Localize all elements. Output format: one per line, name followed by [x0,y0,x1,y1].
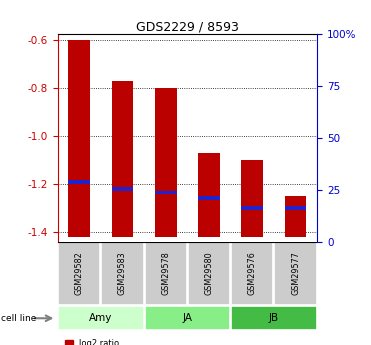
Bar [285,196,306,237]
Bar [155,88,177,237]
Text: GSM29578: GSM29578 [161,252,170,295]
Bar [112,81,133,237]
Text: GSM29577: GSM29577 [291,252,300,295]
FancyBboxPatch shape [188,242,230,305]
Text: GSM29583: GSM29583 [118,252,127,295]
Legend: log2 ratio, percentile rank within the sample: log2 ratio, percentile rank within the s… [62,335,224,345]
FancyBboxPatch shape [101,242,144,305]
FancyBboxPatch shape [231,306,317,330]
Bar [285,206,306,210]
Text: JA: JA [183,313,192,323]
Bar [198,196,220,200]
FancyBboxPatch shape [231,242,273,305]
FancyBboxPatch shape [58,242,100,305]
Bar [155,190,177,194]
Text: GSM29582: GSM29582 [75,252,83,295]
FancyBboxPatch shape [145,306,230,330]
FancyBboxPatch shape [145,242,187,305]
FancyBboxPatch shape [275,242,317,305]
Text: GSM29580: GSM29580 [204,252,213,295]
FancyBboxPatch shape [58,306,144,330]
Text: cell line: cell line [1,314,36,323]
Text: Amy: Amy [89,313,112,323]
Bar [198,153,220,237]
Text: JB: JB [269,313,279,323]
Title: GDS2229 / 8593: GDS2229 / 8593 [136,20,239,33]
Bar [242,206,263,210]
Bar [112,187,133,191]
Bar [242,160,263,237]
Text: GSM29576: GSM29576 [248,252,257,295]
Bar [68,40,90,237]
Bar [68,180,90,184]
